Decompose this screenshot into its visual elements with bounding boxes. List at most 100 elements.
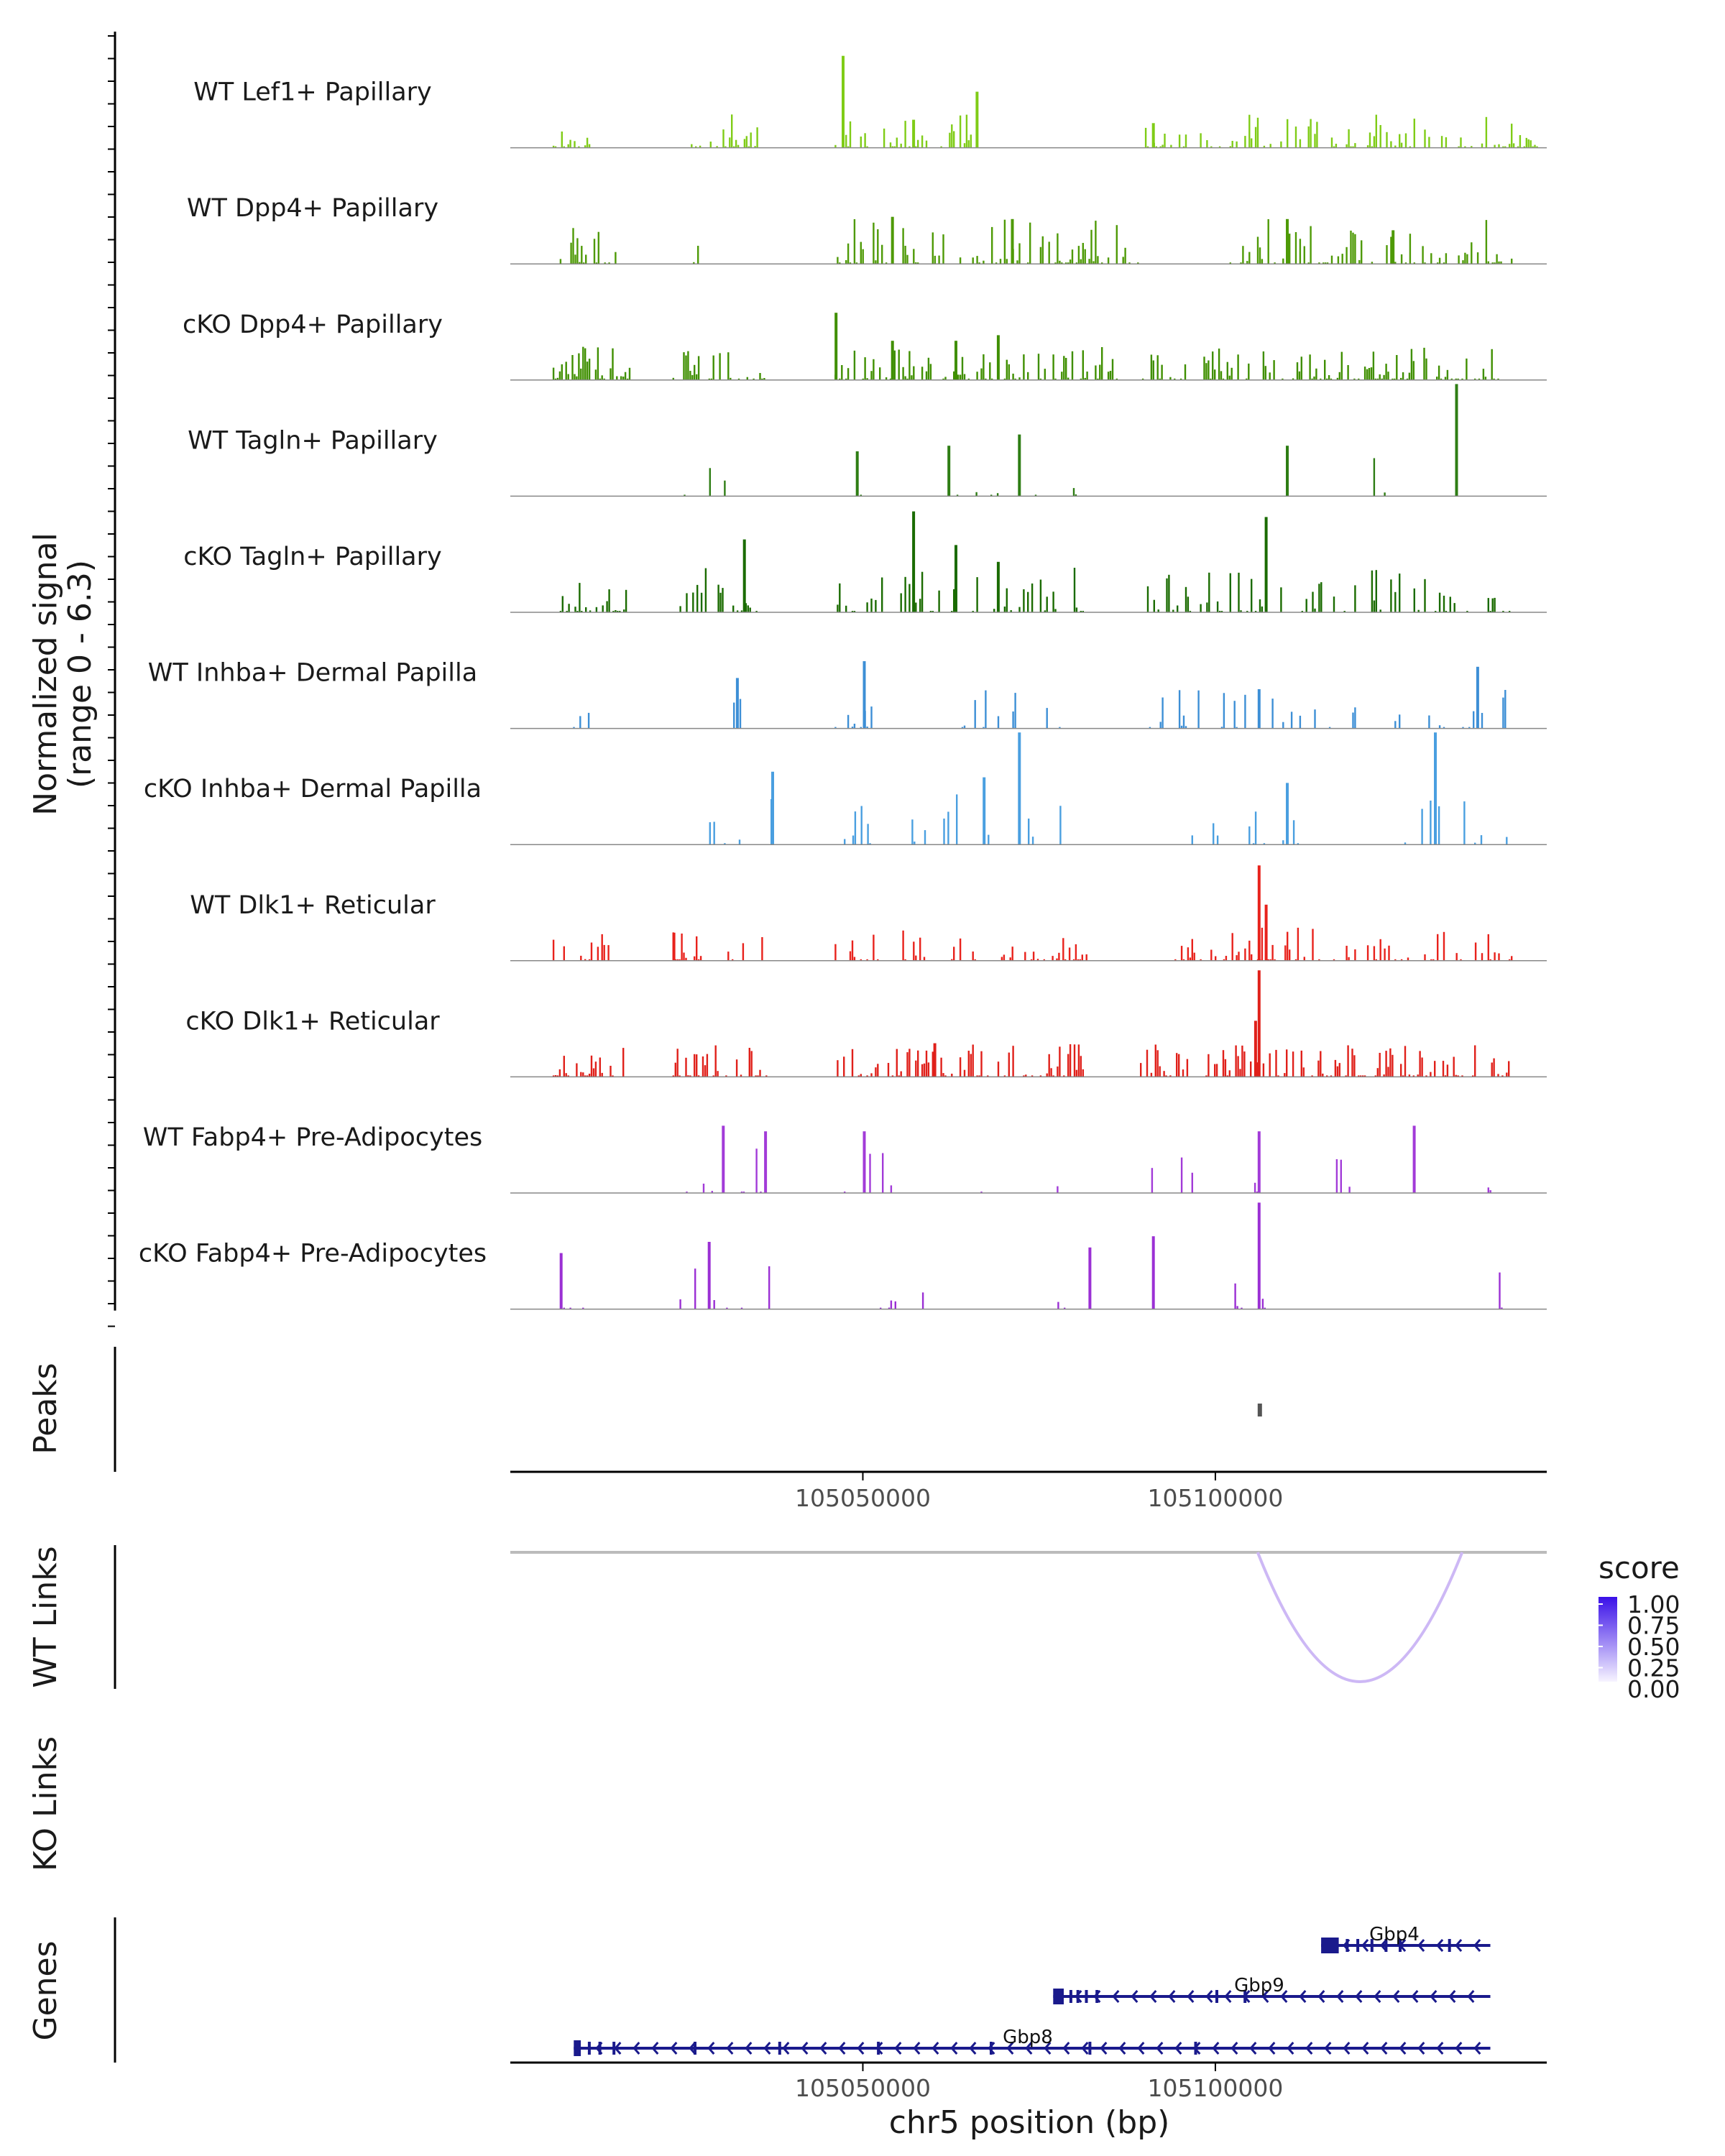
signal-bar — [1311, 1075, 1313, 1077]
signal-bar — [1443, 727, 1445, 729]
signal-bar — [1176, 1053, 1178, 1077]
signal-bar — [1517, 146, 1519, 148]
signal-bar — [1312, 929, 1314, 961]
signal-bar — [1474, 378, 1476, 380]
signal-bar — [1224, 1059, 1227, 1077]
signal-bar — [851, 611, 854, 612]
signal-bar — [1080, 611, 1082, 612]
signal-bar — [1487, 598, 1489, 612]
signal-bar — [855, 262, 858, 264]
signal-bar — [1082, 350, 1084, 380]
signal-bar — [1440, 136, 1443, 148]
track-signal — [684, 384, 1458, 497]
signal-bar — [921, 1292, 924, 1309]
signal-peak-bar — [672, 932, 676, 961]
signal-bar — [1346, 946, 1348, 961]
signal-bar — [1065, 262, 1067, 264]
signal-bar — [913, 366, 915, 380]
signal-bar — [578, 353, 580, 380]
signal-peak-bar — [933, 1043, 937, 1077]
signal-bar — [563, 946, 565, 961]
signal-bar — [696, 1054, 698, 1077]
signal-bar — [1280, 587, 1282, 612]
signal-bar — [1184, 134, 1187, 148]
track-signal — [573, 661, 1506, 729]
x-tick-label: 105100000 — [1147, 1484, 1283, 1512]
signal-bar — [1166, 578, 1168, 612]
signal-bar — [953, 589, 955, 612]
track-signal — [552, 970, 1510, 1077]
signal-bar — [597, 946, 599, 961]
signal-bar — [1330, 255, 1333, 264]
signal-bar — [1530, 140, 1532, 148]
signal-bar — [1081, 954, 1083, 961]
signal-peak-bar — [1254, 1021, 1257, 1077]
signal-bar — [713, 1300, 715, 1309]
signal-peak-bar — [1011, 218, 1014, 264]
track-label: cKO Dpp4+ Papillary — [183, 310, 443, 339]
signal-bar — [1287, 119, 1289, 148]
signal-bar — [988, 834, 990, 845]
signal-bar — [1071, 249, 1074, 264]
signal-bar — [1396, 355, 1398, 380]
signal-bar — [617, 611, 619, 612]
signal-bar — [1282, 840, 1284, 845]
signal-bar — [845, 260, 847, 264]
signal-bar — [689, 371, 691, 380]
signal-bar — [1256, 1062, 1259, 1077]
signal-bar — [1000, 957, 1003, 961]
signal-bar — [722, 129, 724, 148]
signal-bar — [745, 136, 748, 148]
signal-bar — [1237, 1056, 1239, 1077]
signal-bar — [1077, 1044, 1080, 1077]
signal-bar — [1330, 1075, 1333, 1077]
signal-bar — [697, 959, 700, 961]
signal-bar — [711, 1191, 713, 1193]
signal-bar — [1363, 1075, 1366, 1077]
exon-block — [1346, 1939, 1349, 1952]
signal-bar — [917, 1050, 919, 1077]
signal-bar — [696, 584, 699, 612]
signal-bar — [1455, 953, 1458, 961]
track-label: cKO Inhba+ Dermal Papilla — [144, 775, 482, 803]
signal-bar — [1156, 355, 1159, 380]
signal-bar — [1525, 137, 1527, 148]
signal-bar — [1086, 372, 1088, 380]
signal-bar — [1442, 1061, 1445, 1077]
signal-bar — [1466, 358, 1468, 380]
signal-bar — [1236, 727, 1238, 729]
signal-peak-bar — [1257, 689, 1261, 729]
signal-bar — [860, 727, 862, 729]
signal-bar — [867, 824, 869, 845]
strand-arrow — [1430, 1990, 1438, 2003]
signal-bar — [989, 362, 991, 380]
strand-arrow — [1361, 1939, 1369, 1952]
signal-bar — [925, 140, 928, 148]
signal-bar — [1263, 145, 1266, 148]
signal-bar — [1174, 378, 1176, 380]
signal-peak-bar — [559, 1253, 563, 1309]
signal-bar — [579, 583, 581, 612]
signal-bar — [849, 262, 852, 264]
signal-bar — [917, 139, 919, 148]
signal-bar — [904, 959, 906, 961]
signal-bar — [957, 374, 960, 380]
signal-bar — [1500, 261, 1502, 264]
signal-bar — [970, 1054, 972, 1077]
signal-bar — [1297, 843, 1300, 845]
signal-bar — [628, 367, 631, 380]
signal-bar — [1097, 256, 1099, 264]
signal-bar — [953, 371, 955, 380]
signal-bar — [1039, 247, 1042, 264]
signal-bar — [1347, 1045, 1349, 1077]
signal-bar — [1178, 1054, 1180, 1077]
signal-bar — [841, 365, 843, 380]
signal-bar — [735, 1059, 738, 1077]
signal-bar — [1027, 372, 1029, 380]
strand-arrow — [1305, 2042, 1313, 2055]
signal-bar — [1314, 608, 1316, 612]
signal-bar — [1241, 1307, 1243, 1309]
signal-bar — [674, 959, 676, 961]
signal-bar — [554, 378, 557, 380]
signal-bar — [1246, 611, 1248, 612]
